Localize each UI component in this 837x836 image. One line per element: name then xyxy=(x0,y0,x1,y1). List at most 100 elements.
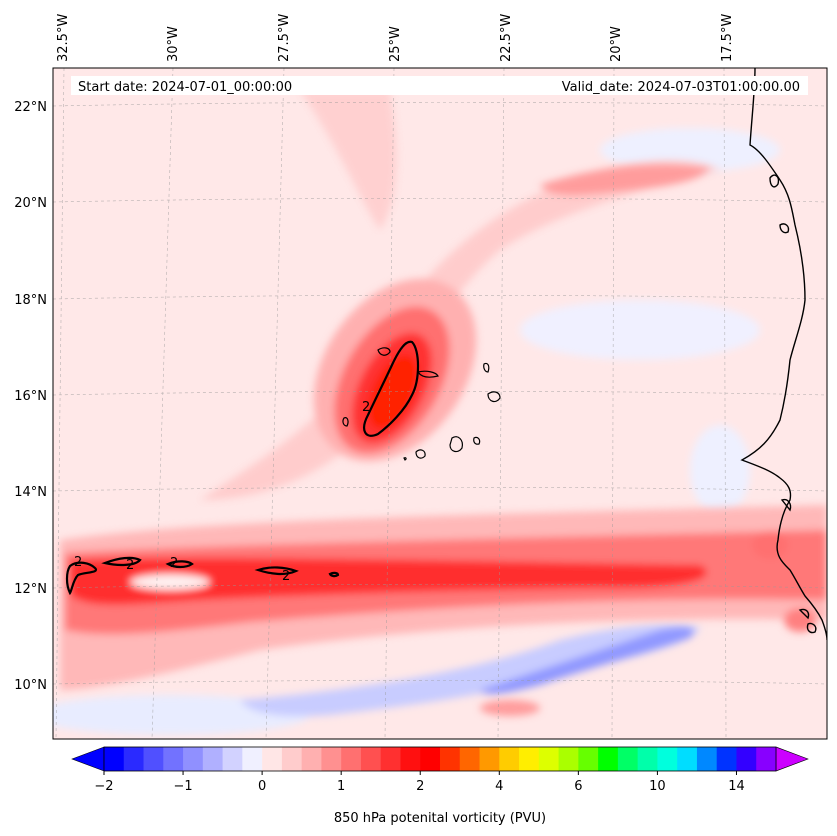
map-panel: 2 2 2 2 2 xyxy=(53,68,827,739)
longitude-labels: 32.5°W 30°W 27.5°W 25°W 22.5°W 20°W 17.5… xyxy=(56,14,735,62)
colorbar-cell xyxy=(321,747,342,771)
contour-label: 2 xyxy=(74,555,82,570)
colorbar-title: 850 hPa potenital vorticity (PVU) xyxy=(334,811,546,826)
colorbar-cell xyxy=(281,747,303,771)
colorbar-cell xyxy=(637,747,659,771)
pv-band-inner xyxy=(70,557,707,605)
neg-pv-patch-coast xyxy=(690,425,750,515)
island xyxy=(417,370,439,378)
lon-label: 27.5°W xyxy=(277,14,292,62)
colorbar-frame xyxy=(103,746,777,772)
contour-label: 2 xyxy=(126,558,134,573)
colorbar-cell xyxy=(657,747,678,771)
colorbar-tick-label: 10 xyxy=(649,779,666,794)
colorbar-cell xyxy=(479,747,500,771)
colorbar-cell xyxy=(360,747,382,771)
pv-cyclone-core xyxy=(368,354,418,430)
lat-label: 10°N xyxy=(14,678,47,693)
colorbar-tick-label: 0 xyxy=(258,779,266,794)
colorbar-cell xyxy=(459,747,481,771)
neg-pv-patch-ne xyxy=(600,128,780,172)
lon-label: 30°W xyxy=(166,26,181,62)
colorbar-extend-low xyxy=(71,746,105,772)
valid-date-label: Valid_date: 2024-07-03T01:00:00.00 xyxy=(562,80,800,95)
colorbar-cell xyxy=(519,747,540,771)
start-date-label: Start date: 2024-07-01_00:00:00 xyxy=(78,80,292,95)
pv-hole xyxy=(130,574,210,590)
african-coastline xyxy=(740,68,827,641)
colorbar-tick-label: 4 xyxy=(495,779,503,794)
colorbar-cell xyxy=(202,747,224,771)
colorbar-tick-label: 6 xyxy=(574,779,582,794)
lat-label: 20°N xyxy=(14,196,47,211)
lat-label: 16°N xyxy=(14,389,47,404)
colorbar-tick-label: −1 xyxy=(173,779,192,794)
gridlines xyxy=(53,68,827,739)
contour-cyclone xyxy=(363,340,420,437)
pv-patch-south xyxy=(480,700,540,716)
colorbar-cell xyxy=(440,747,461,771)
island xyxy=(487,391,501,403)
lon-label: 32.5°W xyxy=(56,14,71,62)
colorbar-cell xyxy=(400,747,421,771)
neg-pv-patch-e xyxy=(520,300,760,360)
contour-small xyxy=(328,571,340,578)
colorbar-tick-label: −2 xyxy=(94,779,113,794)
pv-patch-coast xyxy=(752,531,788,559)
colorbar-cell xyxy=(538,747,560,771)
coastline-detail xyxy=(798,608,810,620)
colorbar-cell xyxy=(617,747,639,771)
colorbar-cell xyxy=(736,747,757,771)
map-frame xyxy=(52,67,828,740)
lat-label: 14°N xyxy=(14,485,47,500)
island xyxy=(415,449,426,459)
neg-pv-band-core xyxy=(480,627,694,695)
colorbar-cell xyxy=(578,747,599,771)
contour-mid-w xyxy=(101,556,142,567)
latitude-labels: 22°N 20°N 18°N 16°N 14°N 12°N 10°N xyxy=(14,100,47,693)
colorbar-ticks: −2 −1 0 1 2 4 6 10 14 xyxy=(94,771,745,794)
island xyxy=(483,362,490,373)
coastline-detail xyxy=(779,223,790,234)
colorbar-tick-label: 1 xyxy=(337,779,345,794)
lon-label: 17.5°W xyxy=(720,14,735,62)
colorbar-tick-label: 14 xyxy=(728,779,745,794)
colorbar-cell xyxy=(104,747,125,771)
lon-label: 20°W xyxy=(609,26,624,62)
colorbar-cell xyxy=(143,747,164,771)
coastline-detail xyxy=(780,498,792,512)
contour-label: 2 xyxy=(170,556,178,571)
colorbar-cell xyxy=(242,747,263,771)
contour-west xyxy=(65,561,98,596)
colorbar-cell xyxy=(183,747,204,771)
colorbar-cell xyxy=(163,747,184,771)
colorbar-cell xyxy=(696,747,718,771)
lon-label: 25°W xyxy=(388,26,403,62)
colorbar-cell xyxy=(341,747,362,771)
coastline-detail xyxy=(769,174,780,188)
island xyxy=(377,347,391,356)
contour-labels: 2 2 2 2 2 xyxy=(74,400,370,584)
contour-mid xyxy=(165,560,194,569)
pv-contours xyxy=(65,340,420,596)
colorbar-cell xyxy=(499,747,520,771)
colorbar-cell xyxy=(123,747,145,771)
colorbar-cell xyxy=(262,747,283,771)
positive-pv-field xyxy=(60,90,827,716)
contour-label: 2 xyxy=(282,569,290,584)
colorbar-cell xyxy=(380,747,402,771)
colorbar-cell xyxy=(677,747,698,771)
pv-streak-upper xyxy=(300,90,397,230)
pv-patch-se xyxy=(784,608,816,632)
lon-label: 22.5°W xyxy=(499,14,514,62)
island xyxy=(403,457,407,461)
neg-pv-band-south xyxy=(240,624,700,717)
lat-label: 12°N xyxy=(14,582,47,597)
colorbar-cell xyxy=(420,747,441,771)
contour-east xyxy=(254,566,299,576)
colorbar-cell xyxy=(222,747,243,771)
colorbar-cell xyxy=(756,747,777,771)
island xyxy=(473,436,481,445)
colorbar-cell xyxy=(301,747,323,771)
